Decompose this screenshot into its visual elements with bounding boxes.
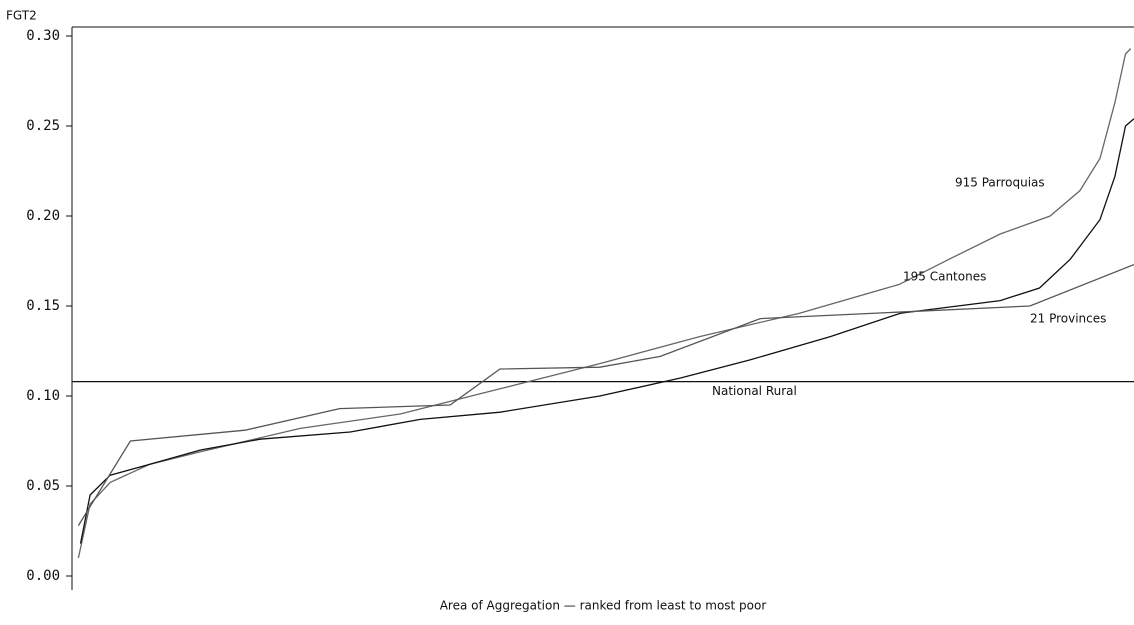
y-tick-label: 0.30 xyxy=(26,28,60,44)
y-tick-label: 0.15 xyxy=(26,298,60,314)
series-label: 195 Cantones xyxy=(903,270,986,284)
y-tick-label: 0.25 xyxy=(26,118,60,134)
y-axis-label: FGT2 xyxy=(6,9,37,23)
y-tick-label: 0.10 xyxy=(26,388,60,404)
series-label: 21 Provinces xyxy=(1030,312,1106,326)
series-line xyxy=(78,49,1130,558)
y-tick-label: 0.00 xyxy=(26,568,60,584)
series-label: 915 Parroquias xyxy=(955,176,1045,190)
x-axis-label: Area of Aggregation — ranked from least … xyxy=(440,599,767,613)
reference-label: National Rural xyxy=(712,384,797,398)
y-tick-label: 0.20 xyxy=(26,208,60,224)
y-tick-label: 0.05 xyxy=(26,478,60,494)
